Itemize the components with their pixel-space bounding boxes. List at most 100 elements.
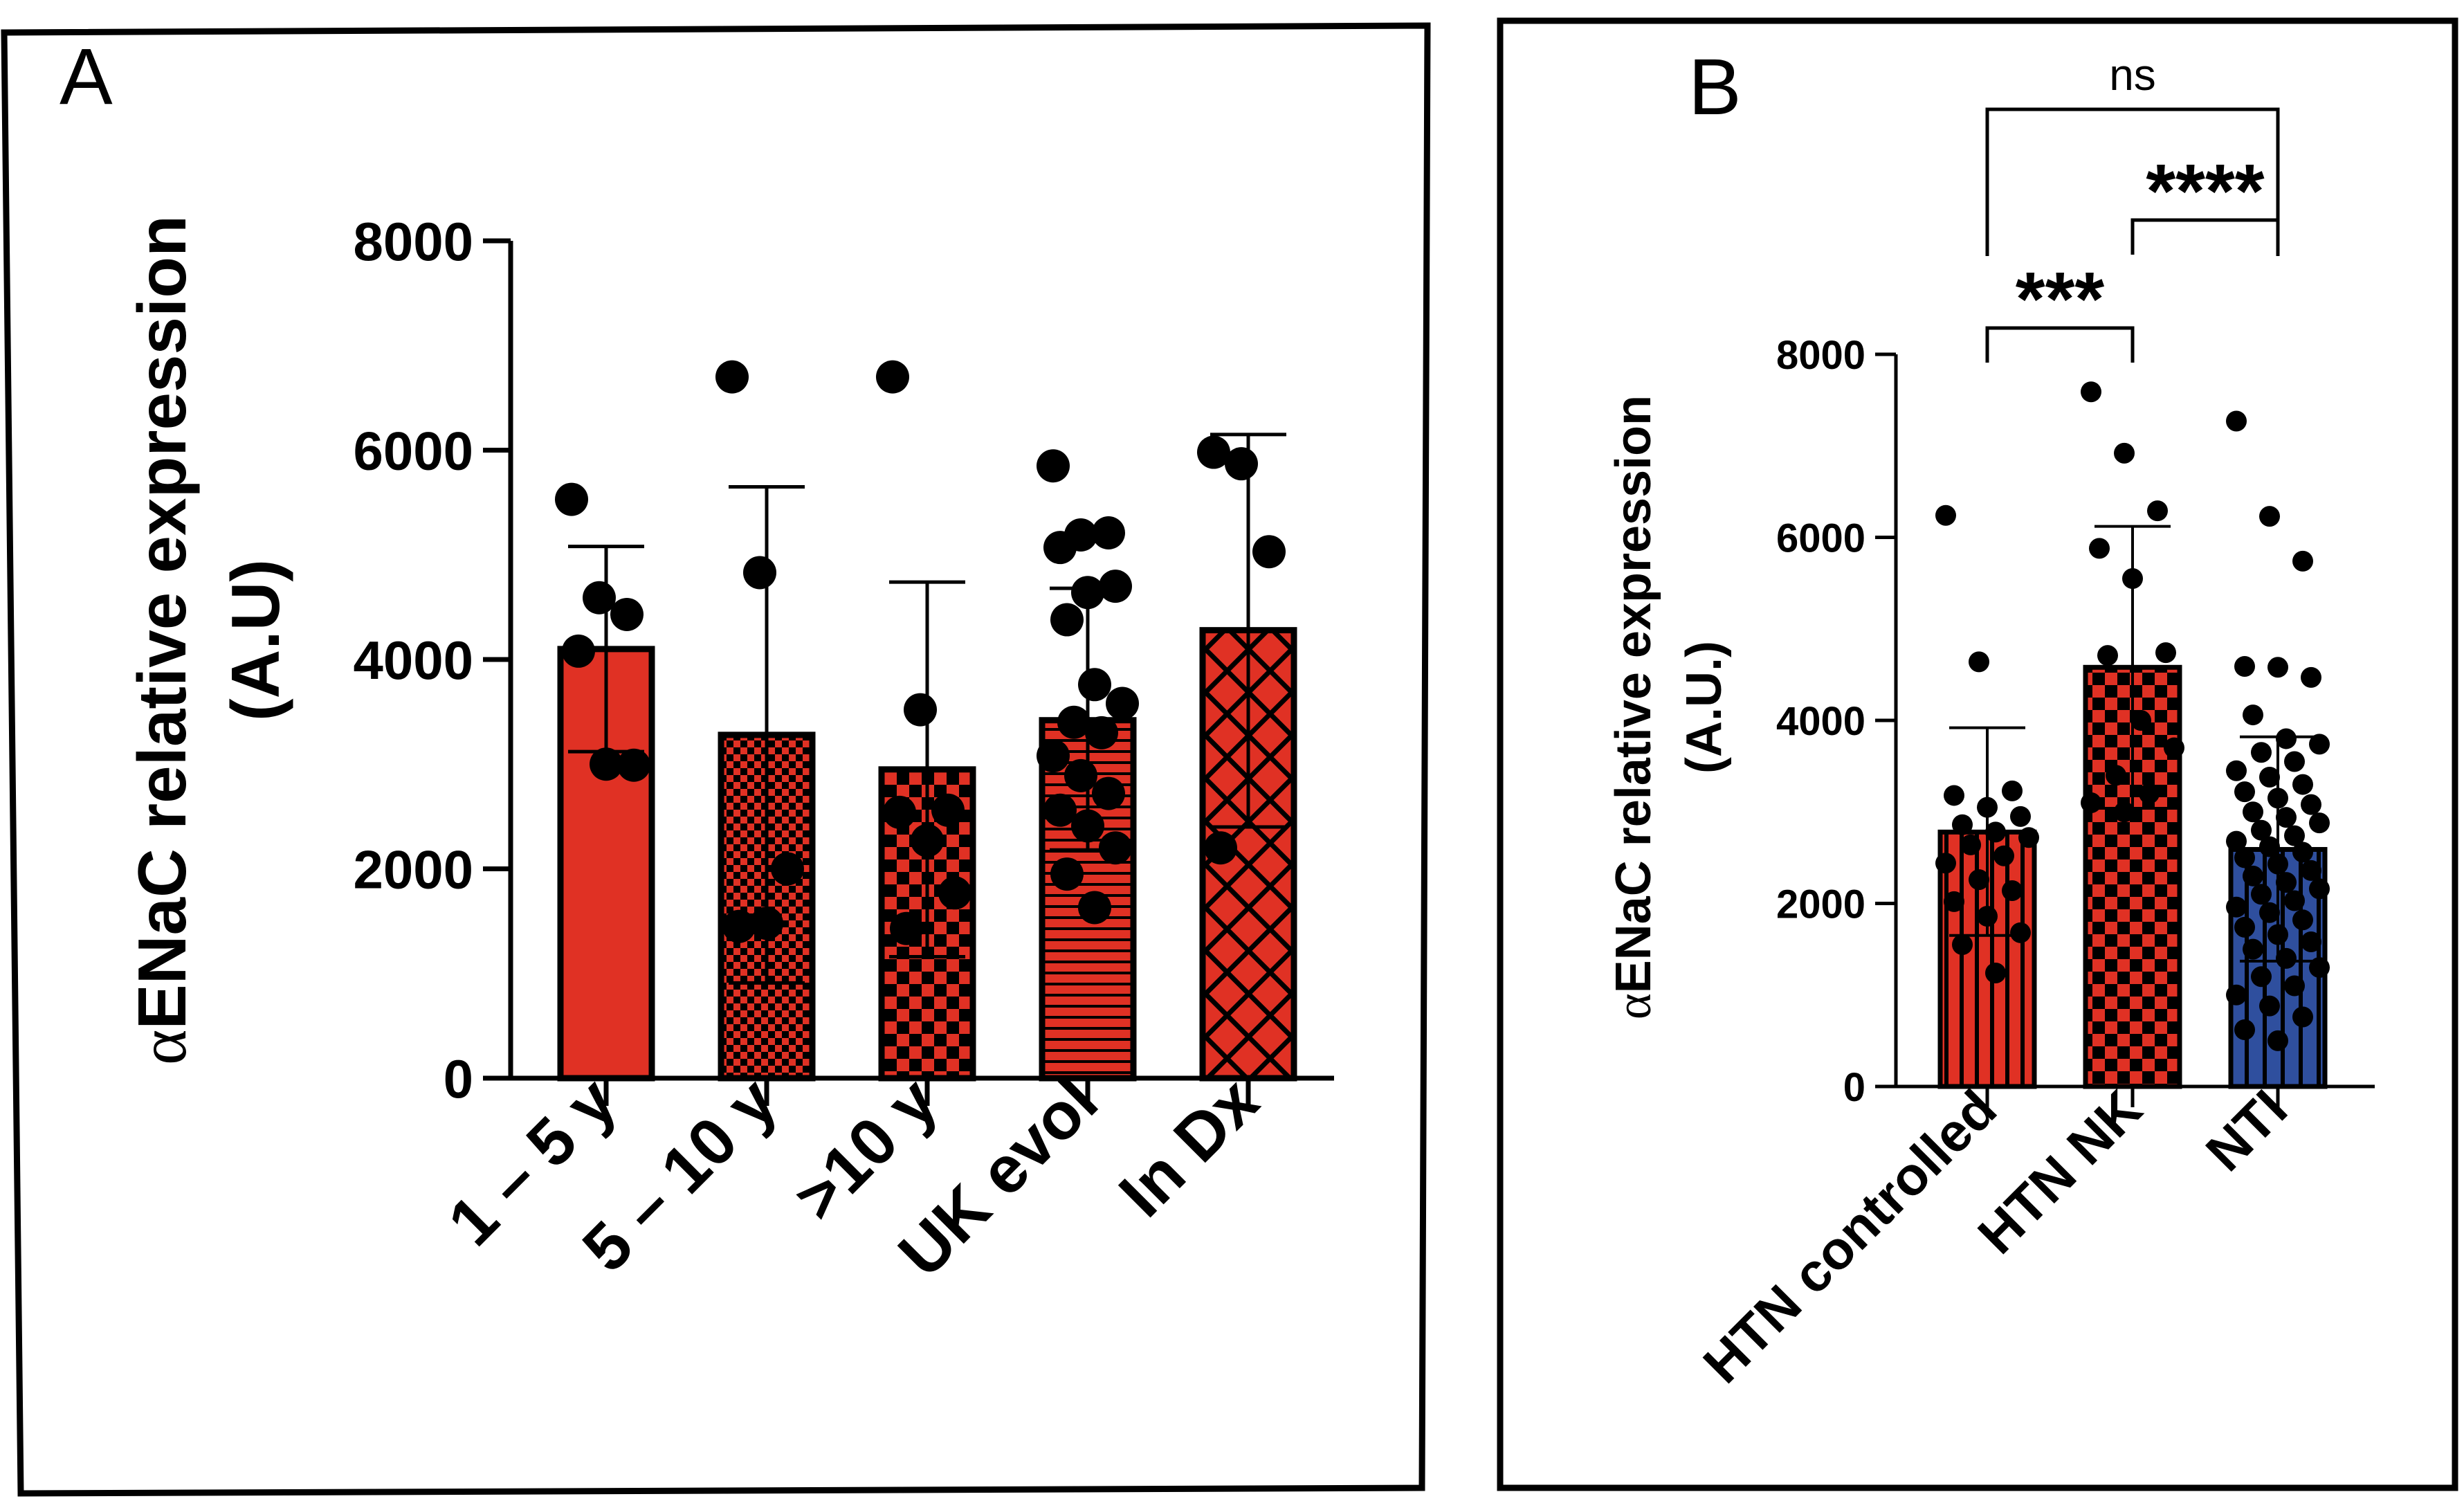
- data-point: [1064, 758, 1097, 792]
- data-point: [2226, 984, 2247, 1006]
- significance-bracket: [1985, 326, 2135, 363]
- y-tick-label: 6000: [353, 421, 473, 482]
- data-point: [583, 581, 616, 615]
- data-point: [1043, 793, 1077, 827]
- data-point: [590, 747, 623, 781]
- data-point: [2301, 666, 2321, 688]
- data-point: [1078, 891, 1111, 925]
- chart-a: 0 2000 4000 6000 8000 αENaC relative expressi…: [124, 211, 1334, 1291]
- panel-a-label: A: [60, 33, 113, 121]
- data-point: [2243, 704, 2263, 726]
- data-point: [1985, 963, 2006, 984]
- data-point: [2284, 975, 2305, 997]
- y-tick-label: 0: [1843, 1065, 1865, 1110]
- data-point: [2106, 765, 2126, 786]
- data-point: [1969, 869, 1989, 891]
- data-point: [1197, 435, 1230, 469]
- significance-label: ****: [2146, 149, 2264, 234]
- data-point: [743, 556, 776, 590]
- data-point: [1252, 535, 1286, 569]
- data-point: [1092, 516, 1125, 549]
- data-point: [2018, 827, 2039, 848]
- data-point: [562, 634, 595, 668]
- data-point: [2301, 794, 2321, 815]
- y-axis-unit: (A.U.): [1677, 641, 1732, 774]
- data-point: [2276, 728, 2297, 749]
- data-point: [2243, 865, 2263, 886]
- chart-b: 0 2000 4000 6000 8000 αENaC relative expressi…: [1606, 50, 2375, 1394]
- y-tick-label: 8000: [353, 211, 473, 272]
- data-point: [2259, 836, 2280, 857]
- data-point: [2251, 966, 2272, 988]
- data-point: [2309, 812, 2330, 834]
- data-point: [2155, 642, 2176, 664]
- data-point: [1057, 705, 1090, 739]
- data-point: [1204, 831, 1237, 865]
- data-point: [2234, 655, 2255, 677]
- data-point: [2002, 780, 2023, 801]
- data-point: [1225, 447, 1258, 481]
- data-point: [1952, 814, 1973, 835]
- data-point: [2251, 742, 2272, 763]
- data-point: [617, 748, 650, 782]
- data-point: [2243, 938, 2263, 960]
- data-point: [1099, 570, 1132, 603]
- data-point: [1944, 785, 1964, 806]
- x-category-label: HTN controlled: [1692, 1078, 2008, 1394]
- data-point: [2309, 734, 2330, 755]
- data-point: [1092, 776, 1125, 810]
- data-point: [2301, 931, 2321, 953]
- data-point: [883, 795, 916, 829]
- data-point: [2267, 657, 2288, 678]
- data-point: [2114, 801, 2135, 823]
- y-tick-label: 0: [444, 1048, 473, 1109]
- data-point: [1935, 853, 1956, 874]
- data-point: [2259, 766, 2280, 788]
- data-point: [2081, 381, 2101, 403]
- data-point: [2081, 792, 2101, 814]
- data-point: [1960, 834, 1981, 855]
- data-point: [2234, 916, 2255, 938]
- data-point: [1944, 891, 1964, 912]
- data-point: [2010, 922, 2031, 943]
- data-point: [2164, 737, 2184, 758]
- data-point: [1106, 686, 1139, 720]
- data-point: [1050, 857, 1084, 891]
- data-point: [2284, 751, 2305, 772]
- data-point: [931, 793, 965, 827]
- data-point: [2002, 880, 2023, 901]
- y-axis-title: αENaC relative expression: [1606, 395, 1661, 1019]
- y-tick-label: 2000: [353, 839, 473, 900]
- data-point: [1993, 845, 2014, 866]
- data-point: [904, 693, 937, 727]
- data-point: [1952, 934, 1973, 956]
- data-point: [2139, 783, 2160, 804]
- data-point: [2309, 878, 2330, 900]
- data-point: [2234, 1019, 2255, 1041]
- data-point: [2097, 645, 2118, 666]
- data-point: [2251, 884, 2272, 905]
- data-point: [2089, 538, 2110, 559]
- data-point: [555, 482, 588, 516]
- data-point: [2234, 847, 2255, 868]
- y-tick-label: 8000: [1776, 333, 1865, 378]
- data-point: [2301, 859, 2321, 881]
- significance-label: ***: [2016, 257, 2105, 342]
- data-point: [2292, 550, 2313, 572]
- data-point: [1985, 821, 2006, 843]
- data-point: [1969, 651, 1989, 673]
- data-point: [1935, 504, 1956, 526]
- data-point: [876, 360, 909, 394]
- alpha-symbol: α: [126, 1030, 201, 1065]
- data-point: [2259, 995, 2280, 1017]
- data-point: [2292, 842, 2313, 863]
- data-point: [2226, 896, 2247, 918]
- y-tick-label: 4000: [353, 630, 473, 691]
- data-point: [1050, 603, 1084, 637]
- data-point: [2292, 774, 2313, 795]
- data-point: [2276, 807, 2297, 828]
- y-axis-title-text: ENaC relative expression: [1606, 395, 1661, 993]
- y-axis-unit: (A.U): [217, 559, 293, 721]
- data-point: [2147, 500, 2168, 522]
